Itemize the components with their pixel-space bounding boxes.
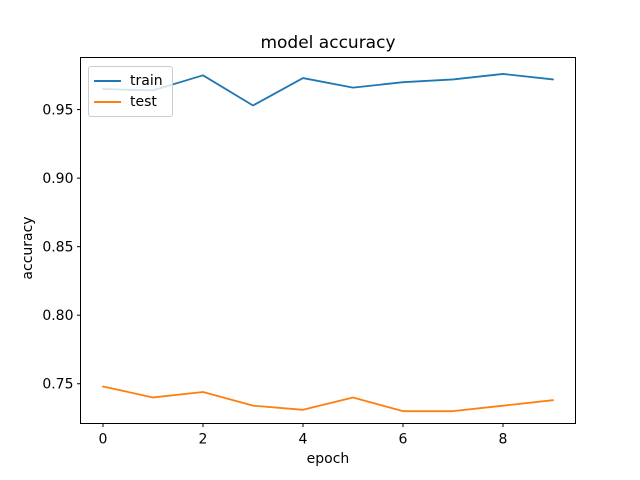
series-line-train xyxy=(102,73,554,107)
y-tick-label: 0.90 xyxy=(42,171,73,187)
chart-title: model accuracy xyxy=(260,33,396,53)
legend-label-train: train xyxy=(130,73,163,89)
legend-line-sample-train xyxy=(94,80,121,82)
legend-line-sample-test xyxy=(94,101,121,103)
y-tick-label: 0.80 xyxy=(42,308,73,324)
x-axis-label: epoch xyxy=(306,451,350,467)
legend-entry-train: train xyxy=(94,71,163,91)
x-tick-label: 6 xyxy=(399,432,408,448)
y-tick-label: 0.95 xyxy=(42,103,73,119)
y-tick-label: 0.85 xyxy=(42,240,73,256)
legend-entry-test: test xyxy=(94,92,163,112)
axes-spines xyxy=(80,57,576,424)
x-tick-label: 8 xyxy=(499,432,508,448)
x-tick-label: 4 xyxy=(299,432,308,448)
x-tick-label: 2 xyxy=(199,432,208,448)
x-tick-label: 0 xyxy=(99,432,108,448)
y-tick-label: 0.75 xyxy=(42,377,73,393)
legend: train test xyxy=(88,66,173,117)
legend-label-test: test xyxy=(130,94,157,110)
series-line-test xyxy=(102,385,554,413)
